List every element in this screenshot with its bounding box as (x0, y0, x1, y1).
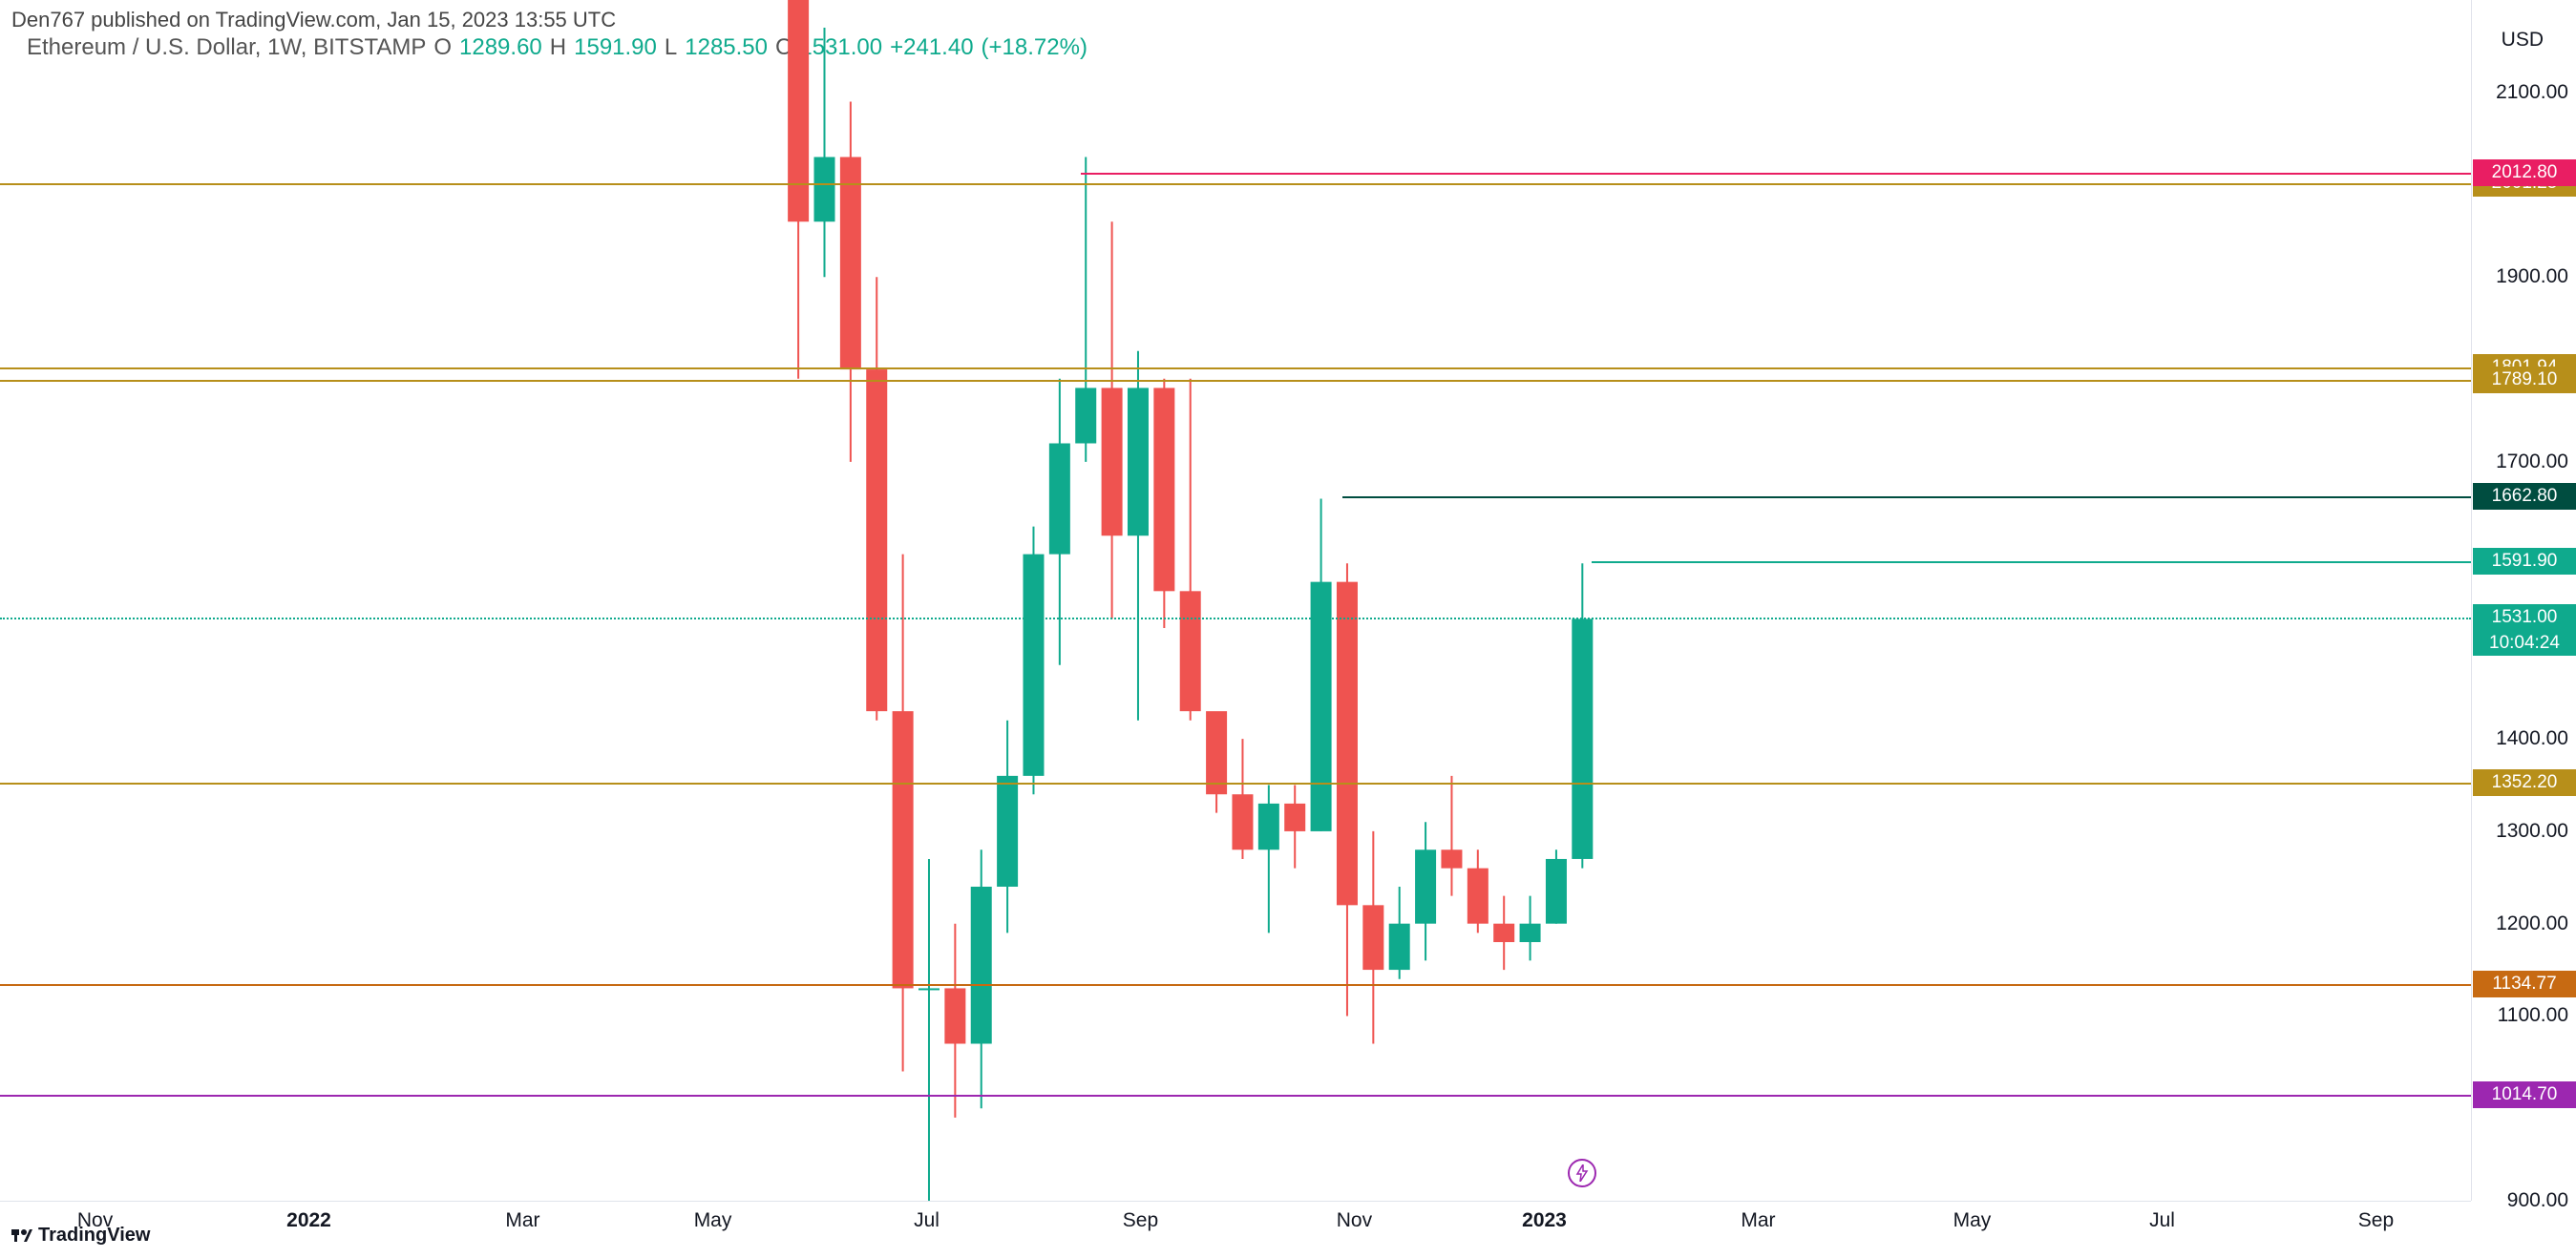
time-axis: Nov2022MarMayJulSepNov2023MarMayJulSep (0, 1201, 2471, 1245)
currency-label: USD (2502, 29, 2544, 52)
price-level-label: 1662.80 (2473, 483, 2576, 510)
price-axis: USD 2100.00 1900.00 1700.00 1400.00 1300.00 1… (2471, 0, 2576, 1201)
candle[interactable] (866, 369, 887, 711)
price-tick: 1200.00 (2496, 912, 2568, 935)
candle[interactable] (1415, 849, 1436, 923)
ray-line[interactable] (1081, 173, 2471, 175)
price-tick: 900.00 (2507, 1189, 2568, 1212)
time-tick: May (1953, 1209, 1992, 1232)
tradingview-logo: TradingView (11, 1225, 150, 1247)
time-tick: Sep (2358, 1209, 2394, 1232)
current-price-line (0, 618, 2471, 619)
time-tick: Sep (1123, 1209, 1158, 1232)
time-tick: Jul (2149, 1209, 2175, 1232)
candle[interactable] (997, 776, 1018, 887)
price-tick: 1100.00 (2498, 1004, 2568, 1027)
ray-line[interactable] (1342, 496, 2471, 498)
time-tick: 2022 (286, 1209, 331, 1232)
chart-area[interactable] (0, 0, 2471, 1201)
price-tick: 1700.00 (2496, 451, 2568, 473)
time-tick: May (694, 1209, 732, 1232)
candle[interactable] (1362, 905, 1383, 970)
time-tick: 2023 (1522, 1209, 1567, 1232)
candle[interactable] (1467, 869, 1489, 924)
candle[interactable] (788, 0, 809, 221)
horizontal-line[interactable] (0, 380, 2471, 382)
candle[interactable] (1389, 924, 1410, 970)
candle[interactable] (1232, 794, 1253, 849)
price-tick: 1300.00 (2496, 820, 2568, 843)
price-level-label: 1591.90 (2473, 548, 2576, 575)
candle[interactable] (1180, 591, 1201, 711)
price-tick: 2100.00 (2496, 81, 2568, 104)
candle[interactable] (918, 988, 940, 990)
candle[interactable] (1520, 924, 1541, 942)
candle[interactable] (1153, 388, 1174, 591)
candle[interactable] (813, 157, 834, 222)
candle[interactable] (944, 988, 965, 1043)
price-level-label: 1014.70 (2473, 1081, 2576, 1108)
time-tick: Mar (1741, 1209, 1775, 1232)
candle[interactable] (1049, 443, 1070, 554)
candle[interactable] (1284, 804, 1305, 831)
price-level-label: 1789.10 (2473, 367, 2576, 393)
price-tick: 1900.00 (2496, 265, 2568, 288)
time-tick: Nov (1337, 1209, 1372, 1232)
candle[interactable] (1206, 711, 1227, 794)
candle[interactable] (1441, 849, 1462, 868)
candle[interactable] (1128, 388, 1149, 535)
candle[interactable] (1258, 804, 1279, 849)
horizontal-line[interactable] (0, 984, 2471, 986)
candle[interactable] (893, 711, 914, 988)
horizontal-line[interactable] (0, 183, 2471, 185)
current-price-label: 1531.00 (2473, 604, 2576, 631)
candle[interactable] (840, 157, 861, 370)
price-level-label: 1134.77 (2473, 971, 2576, 997)
candle[interactable] (1572, 619, 1593, 859)
candle[interactable] (1102, 388, 1123, 535)
price-tick: 1400.00 (2496, 727, 2568, 750)
event-marker-icon[interactable] (1568, 1159, 1596, 1187)
candle[interactable] (1493, 924, 1514, 942)
ray-line[interactable] (1592, 561, 2471, 563)
candle[interactable] (971, 887, 992, 1044)
candle[interactable] (1546, 859, 1567, 924)
countdown-label: 10:04:24 (2473, 631, 2576, 656)
price-level-label: 2012.80 (2473, 159, 2576, 186)
candle[interactable] (1337, 582, 1358, 906)
time-tick: Jul (914, 1209, 940, 1232)
candle[interactable] (1023, 555, 1044, 776)
horizontal-line[interactable] (0, 783, 2471, 785)
time-tick: Mar (505, 1209, 539, 1232)
horizontal-line[interactable] (0, 367, 2471, 369)
horizontal-line[interactable] (0, 1095, 2471, 1097)
price-level-label: 1352.20 (2473, 769, 2576, 796)
candlestick-chart (0, 0, 2471, 1201)
candle[interactable] (1075, 388, 1096, 443)
